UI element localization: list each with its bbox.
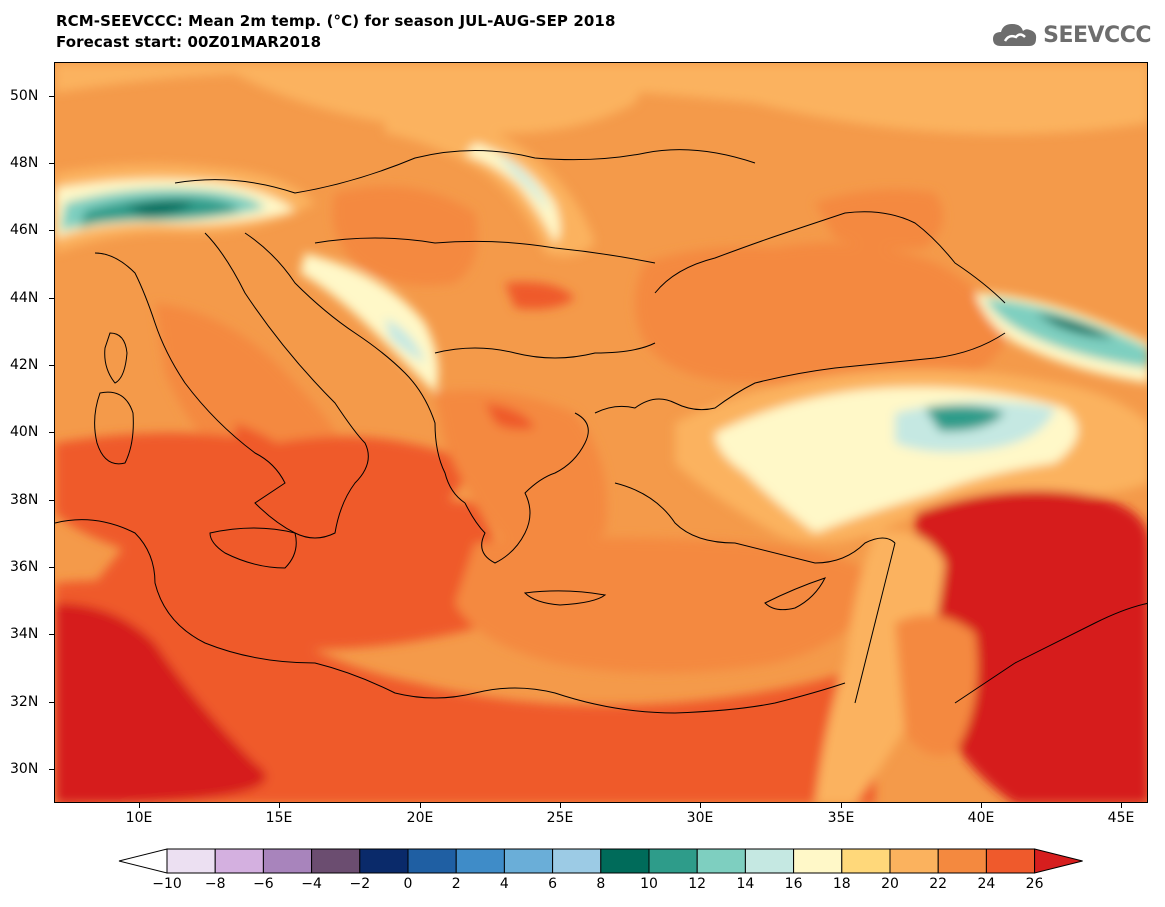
colorbar-cell-0 xyxy=(118,848,168,874)
lat-label-46n: 46N xyxy=(10,222,39,238)
lat-label-30n: 30N xyxy=(10,761,39,777)
lon-label-20e: 20E xyxy=(406,810,434,826)
forecast-start-label: Forecast start: 00Z01MAR2018 xyxy=(56,33,322,51)
colorbar xyxy=(118,848,1083,874)
map-title: RCM-SEEVCCC: Mean 2m temp. (°C) for seas… xyxy=(56,12,616,30)
colorbar-label: 18 xyxy=(832,876,851,892)
colorbar-cell-16 xyxy=(889,848,939,874)
colorbar-cell-3 xyxy=(262,848,313,874)
cloud-icon xyxy=(993,24,1037,46)
lon-label-35e: 35E xyxy=(827,810,855,826)
lat-label-40n: 40N xyxy=(10,424,39,440)
colorbar-label: 10 xyxy=(640,876,658,892)
lat-label-44n: 44N xyxy=(10,290,39,306)
colorbar-label: 0 xyxy=(403,876,413,892)
coastlines xyxy=(55,149,1147,714)
colorbar-cell-14 xyxy=(793,848,843,874)
colorbar-cell-11 xyxy=(648,848,698,874)
seevccc-logo: SEEVCCC xyxy=(991,20,1151,50)
lat-label-48n: 48N xyxy=(10,155,39,171)
lon-label-15e: 15E xyxy=(265,810,293,826)
colorbar-label: −8 xyxy=(204,876,226,892)
lon-label-30e: 30E xyxy=(686,810,714,826)
lat-label-50n: 50N xyxy=(10,88,39,104)
colorbar-label: 4 xyxy=(499,876,509,892)
colorbar-cell-8 xyxy=(503,848,554,874)
colorbar-cell-9 xyxy=(552,848,602,874)
colorbar-label: 8 xyxy=(596,876,606,892)
colorbar-label: 26 xyxy=(1025,876,1044,892)
colorbar-cell-6 xyxy=(407,848,457,874)
colorbar-label: 14 xyxy=(736,876,755,892)
colorbar-label: −2 xyxy=(349,876,371,892)
lon-label-10e: 10E xyxy=(125,810,153,826)
colorbar-label: 2 xyxy=(451,876,461,892)
colorbar-cell-18 xyxy=(985,848,1036,874)
colorbar-cell-2 xyxy=(214,848,264,874)
lon-label-25e: 25E xyxy=(546,810,574,826)
colorbar-label: 16 xyxy=(784,876,803,892)
colorbar-cell-10 xyxy=(600,848,650,874)
colorbar-label: 20 xyxy=(881,876,899,892)
colorbar-label: 24 xyxy=(977,876,996,892)
colorbar-cell-13 xyxy=(744,848,795,874)
lon-label-45e: 45E xyxy=(1107,810,1135,826)
lat-label-42n: 42N xyxy=(10,357,39,373)
colorbar-label: −6 xyxy=(253,876,274,892)
lat-label-36n: 36N xyxy=(10,559,39,575)
colorbar-cell-12 xyxy=(696,848,746,874)
colorbar-cell-19 xyxy=(1034,848,1083,874)
colorbar-cell-7 xyxy=(455,848,505,874)
lat-label-38n: 38N xyxy=(10,492,39,508)
colorbar-cell-17 xyxy=(937,848,987,874)
logo-text: SEEVCCC xyxy=(1043,22,1151,48)
lat-label-32n: 32N xyxy=(10,694,39,710)
lat-label-34n: 34N xyxy=(10,626,39,642)
colorbar-label: 22 xyxy=(929,876,948,892)
colorbar-label: 12 xyxy=(688,876,707,892)
temperature-map xyxy=(54,62,1148,803)
colorbar-cell-4 xyxy=(311,848,361,874)
colorbar-label: −10 xyxy=(152,876,182,892)
temperature-field xyxy=(55,63,1147,802)
map-canvas xyxy=(55,63,1147,802)
colorbar-cell-5 xyxy=(359,848,409,874)
colorbar-label: 6 xyxy=(548,876,558,892)
colorbar-cell-1 xyxy=(166,848,216,874)
lon-label-40e: 40E xyxy=(967,810,995,826)
colorbar-cell-15 xyxy=(841,848,891,874)
colorbar-label: −4 xyxy=(301,876,322,892)
